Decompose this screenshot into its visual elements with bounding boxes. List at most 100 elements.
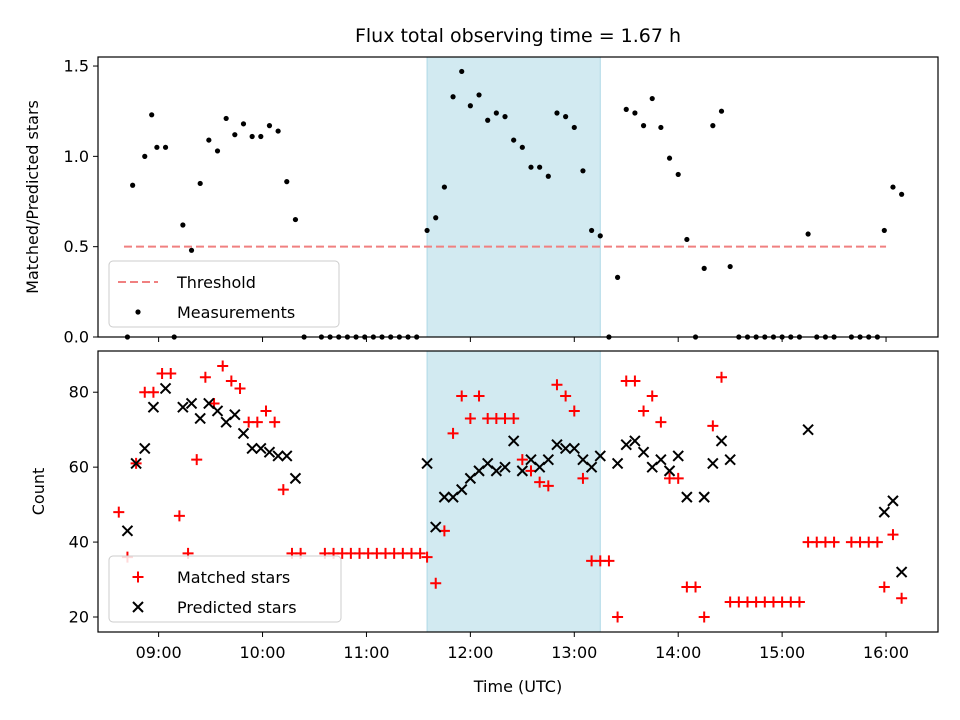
matched-star-point <box>191 454 203 466</box>
predicted-star-point <box>611 457 624 470</box>
predicted-star-point <box>542 453 555 466</box>
measurement-point <box>284 179 290 185</box>
matched-star-point <box>612 611 624 623</box>
legend-predicted-swatch <box>132 601 144 613</box>
measurement-point <box>623 106 629 112</box>
measurement-point <box>258 133 264 140</box>
measurement-point <box>467 103 473 109</box>
ratio-panel: 0.0 0.5 1.0 1.5 Matched/Predicted stars Thres… <box>23 56 939 347</box>
measurement-point <box>441 184 447 190</box>
x-tick-label: 10:00 <box>239 643 285 662</box>
matched-star-point <box>603 555 615 567</box>
predicted-star-point <box>887 495 899 507</box>
predicted-star-point <box>672 450 684 462</box>
matched-star-point <box>199 371 211 383</box>
matched-star-point <box>655 416 667 428</box>
shaded-interval <box>426 56 601 338</box>
shaded-interval <box>426 350 601 633</box>
matched-star-point <box>629 375 641 387</box>
matched-star-point <box>672 472 684 484</box>
measurement-point <box>266 123 273 129</box>
predicted-star-point <box>637 446 650 458</box>
measurement-point <box>632 110 638 116</box>
x-tick-label: 15:00 <box>759 643 805 662</box>
y-tick-label: 0.5 <box>64 237 89 256</box>
predicted-star-point <box>255 442 267 455</box>
matched-star-point <box>646 390 658 402</box>
predicted-star-point <box>289 472 302 485</box>
predicted-star-point <box>568 442 580 455</box>
matched-star-point <box>896 592 908 604</box>
measurement-point <box>537 164 543 170</box>
matched-star-point <box>277 484 289 496</box>
y-tick-label: 1.5 <box>64 57 89 76</box>
measurement-point <box>130 182 136 188</box>
measurement-point <box>206 137 212 143</box>
legend-entry: Predicted stars <box>177 598 297 617</box>
predicted-star-point <box>559 442 572 455</box>
measurement-point <box>519 144 525 150</box>
predicted-star-point <box>272 450 284 462</box>
legend: Threshold Measurements <box>108 260 340 328</box>
measurement-point <box>162 144 169 150</box>
matched-star-point <box>690 581 702 593</box>
measurement-point <box>180 222 186 228</box>
legend-entry: Measurements <box>177 303 295 322</box>
predicted-star-point <box>456 483 468 496</box>
predicted-star-point <box>281 450 293 462</box>
matched-star-point <box>217 360 229 372</box>
measurement-point <box>675 171 681 178</box>
matched-star-point <box>707 420 719 432</box>
measurement-point <box>485 117 491 123</box>
x-axis-title: Time (UTC) <box>473 677 562 696</box>
legend-entry: Threshold <box>176 273 256 292</box>
matched-star-point <box>269 416 281 428</box>
count-panel: 20 40 60 80 09:00 10:00 11:00 12:00 13:00 14:00 15… <box>29 350 939 662</box>
legend: Matched stars Predicted stars <box>108 555 342 623</box>
measurement-point <box>727 263 733 270</box>
matched-star-point <box>887 529 899 541</box>
matched-star-point <box>447 427 459 439</box>
predicted-star-point <box>698 491 710 503</box>
measurement-point <box>881 227 887 234</box>
predicted-star-point <box>177 401 189 413</box>
measurement-point <box>640 123 647 129</box>
predicted-star-point <box>507 435 520 447</box>
measurement-point <box>684 236 690 243</box>
measurement-point <box>528 164 534 170</box>
matched-star-point <box>225 375 237 387</box>
matched-star-point <box>113 506 125 518</box>
x-tick-label: 09:00 <box>136 643 182 662</box>
predicted-star-point <box>237 427 250 440</box>
legend-box <box>108 260 340 328</box>
axes-frame <box>97 56 939 338</box>
legend-measurement-swatch <box>135 309 141 315</box>
x-tick-label: 14:00 <box>655 643 701 662</box>
matched-star-point <box>551 379 563 391</box>
measurement-point <box>424 227 430 234</box>
measurement-point <box>154 144 160 150</box>
predicted-star-point <box>724 453 736 466</box>
measurement-point <box>459 68 465 75</box>
matched-star-point <box>147 386 159 398</box>
y-tick-label: 40 <box>69 533 89 552</box>
matched-star-point <box>430 577 442 589</box>
matched-star-point <box>638 405 650 417</box>
axes-frame <box>97 350 939 633</box>
matched-star-point <box>421 551 433 563</box>
predicted-star-point <box>585 461 598 473</box>
y-tick-label: 80 <box>69 383 89 402</box>
predicted-star-point <box>430 521 442 533</box>
matched-star-point <box>414 547 426 559</box>
predicted-star-point <box>663 465 676 477</box>
predicted-star-point <box>707 457 719 470</box>
measurement-point <box>718 108 725 114</box>
matched-star-point <box>793 596 805 608</box>
matched-star-point <box>260 405 272 417</box>
measurement-point <box>545 173 551 179</box>
predicted-star-point <box>121 525 134 537</box>
legend-entry: Matched stars <box>177 568 290 587</box>
measurement-point <box>899 191 905 197</box>
matched-star-point <box>456 390 468 402</box>
matched-star-point <box>173 510 185 522</box>
